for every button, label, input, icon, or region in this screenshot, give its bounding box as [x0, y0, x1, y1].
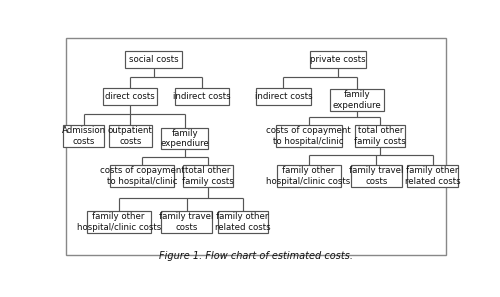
FancyBboxPatch shape [109, 125, 152, 147]
Text: total other
family costs: total other family costs [354, 127, 406, 146]
FancyBboxPatch shape [218, 211, 268, 233]
FancyBboxPatch shape [126, 51, 182, 68]
Text: family
expendiure: family expendiure [332, 90, 382, 110]
FancyBboxPatch shape [110, 165, 174, 187]
Text: indirect costs: indirect costs [173, 92, 231, 101]
FancyBboxPatch shape [66, 38, 446, 255]
Text: outpatient
costs: outpatient costs [108, 127, 153, 146]
Text: family other
related costs: family other related costs [405, 166, 460, 186]
FancyBboxPatch shape [103, 88, 158, 105]
FancyBboxPatch shape [276, 125, 342, 147]
FancyBboxPatch shape [355, 125, 406, 147]
FancyBboxPatch shape [162, 211, 212, 233]
Text: Admission
costs: Admission costs [62, 127, 106, 146]
FancyBboxPatch shape [162, 128, 208, 149]
Text: total other
family costs: total other family costs [182, 166, 234, 186]
Text: private costs: private costs [310, 55, 366, 64]
FancyBboxPatch shape [86, 211, 150, 233]
FancyBboxPatch shape [256, 88, 310, 105]
Text: family other
related costs: family other related costs [215, 212, 270, 232]
Text: direct costs: direct costs [106, 92, 155, 101]
FancyBboxPatch shape [408, 165, 458, 187]
Text: family other
hospital/clinic costs: family other hospital/clinic costs [76, 212, 161, 232]
Text: family other
hospital/clinic costs: family other hospital/clinic costs [266, 166, 350, 186]
FancyBboxPatch shape [310, 51, 366, 68]
Text: indirect costs: indirect costs [254, 92, 312, 101]
FancyBboxPatch shape [330, 89, 384, 110]
Text: costs of copayment
to hospital/clinic: costs of copayment to hospital/clinic [266, 127, 351, 146]
FancyBboxPatch shape [175, 88, 229, 105]
Text: Figure 1. Flow chart of estimated costs.: Figure 1. Flow chart of estimated costs. [159, 251, 353, 261]
FancyBboxPatch shape [276, 165, 340, 187]
FancyBboxPatch shape [182, 165, 233, 187]
Text: family travel
costs: family travel costs [349, 166, 404, 186]
Text: costs of copayment
to hospital/clinic: costs of copayment to hospital/clinic [100, 166, 184, 186]
Text: social costs: social costs [129, 55, 178, 64]
Text: family
expendiure: family expendiure [160, 129, 209, 148]
FancyBboxPatch shape [351, 165, 402, 187]
Text: family travel
costs: family travel costs [160, 212, 214, 232]
FancyBboxPatch shape [64, 125, 104, 147]
